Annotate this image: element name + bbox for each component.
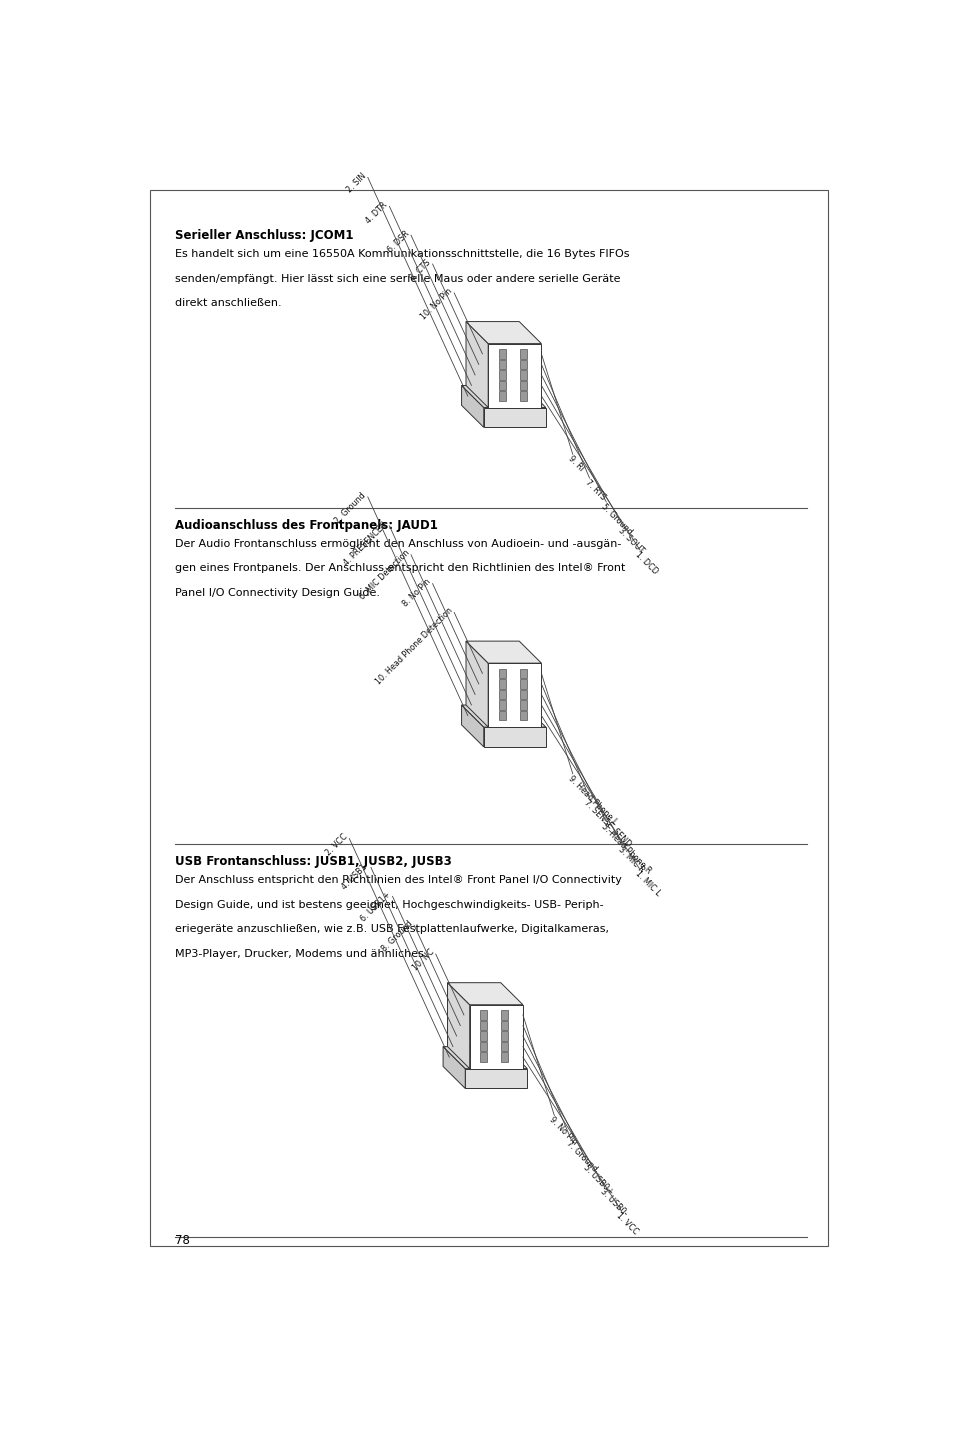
Text: 3. MIC R: 3. MIC R xyxy=(616,846,645,874)
Text: 4. DTR: 4. DTR xyxy=(364,200,389,225)
Bar xyxy=(519,690,526,700)
Bar xyxy=(498,690,505,700)
Bar xyxy=(498,391,505,401)
Polygon shape xyxy=(488,343,541,408)
Polygon shape xyxy=(465,322,488,408)
Text: 2. Ground: 2. Ground xyxy=(333,491,368,525)
Bar xyxy=(519,668,526,678)
Polygon shape xyxy=(465,641,541,663)
Polygon shape xyxy=(461,385,545,408)
Bar xyxy=(479,1032,487,1040)
Polygon shape xyxy=(461,705,483,747)
Text: 10. No Pin: 10. No Pin xyxy=(419,286,454,322)
Polygon shape xyxy=(461,385,483,428)
Text: Der Anschluss entspricht den Richtlinien des Intel® Front Panel I/O Connectivity: Der Anschluss entspricht den Richtlinien… xyxy=(174,874,621,884)
Text: senden/empfängt. Hier lässt sich eine serielle Maus oder andere serielle Geräte: senden/empfängt. Hier lässt sich eine se… xyxy=(174,273,619,283)
Polygon shape xyxy=(442,1046,527,1069)
Bar xyxy=(500,1032,508,1040)
Polygon shape xyxy=(447,983,522,1005)
Text: Panel I/O Connectivity Design Guide.: Panel I/O Connectivity Design Guide. xyxy=(174,588,379,598)
Text: 1. DCD: 1. DCD xyxy=(633,550,659,575)
Bar xyxy=(519,381,526,391)
Text: 5. Head Phone R: 5. Head Phone R xyxy=(599,821,653,874)
Polygon shape xyxy=(461,705,545,727)
Polygon shape xyxy=(483,408,545,428)
Polygon shape xyxy=(465,641,488,727)
Bar xyxy=(519,391,526,401)
Bar xyxy=(519,359,526,369)
Text: eriegeräte anzuschließen, wie z.B. USB Festplattenlaufwerke, Digitalkameras,: eriegeräte anzuschließen, wie z.B. USB F… xyxy=(174,924,608,934)
Text: 9. Head Phone L: 9. Head Phone L xyxy=(566,774,618,826)
Text: 3. SOUT: 3. SOUT xyxy=(616,527,645,555)
Text: Design Guide, und ist bestens geeignet, Hochgeschwindigkeits- USB- Periph-: Design Guide, und ist bestens geeignet, … xyxy=(174,900,602,910)
Polygon shape xyxy=(469,1005,522,1069)
Text: USB Frontanschluss: JUSB1, JUSB2, JUSB3: USB Frontanschluss: JUSB1, JUSB2, JUSB3 xyxy=(174,854,451,867)
Polygon shape xyxy=(442,1046,465,1089)
Polygon shape xyxy=(488,663,541,727)
Text: MP3-Player, Drucker, Modems und ähnliches.: MP3-Player, Drucker, Modems und ähnliche… xyxy=(174,949,427,959)
Text: 78: 78 xyxy=(174,1234,190,1248)
Text: 8. No Pin: 8. No Pin xyxy=(401,577,432,608)
Bar xyxy=(519,700,526,710)
Bar xyxy=(498,668,505,678)
Bar xyxy=(498,711,505,720)
Text: Audioanschluss des Frontpanels: JAUD1: Audioanschluss des Frontpanels: JAUD1 xyxy=(174,519,437,532)
Bar xyxy=(500,1020,508,1030)
Text: 2. VCC: 2. VCC xyxy=(324,833,349,857)
Bar xyxy=(498,381,505,391)
Bar xyxy=(479,1052,487,1062)
Text: 8. CTS: 8. CTS xyxy=(408,258,432,282)
Bar xyxy=(519,711,526,720)
Text: gen eines Frontpanels. Der Anschluss entspricht den Richtlinien des Intel® Front: gen eines Frontpanels. Der Anschluss ent… xyxy=(174,564,624,574)
Text: 6. USB1+: 6. USB1+ xyxy=(358,890,392,923)
Text: 5. USB0+: 5. USB0+ xyxy=(581,1163,615,1196)
Text: 5. Ground: 5. Ground xyxy=(599,502,634,537)
Bar xyxy=(500,1042,508,1052)
Text: 4. PRESENCE#: 4. PRESENCE# xyxy=(341,519,389,567)
Text: 4. USB1-: 4. USB1- xyxy=(340,861,371,892)
Text: 10. Head Phone Detection: 10. Head Phone Detection xyxy=(374,607,454,687)
Text: 10. NC: 10. NC xyxy=(410,947,436,973)
Bar xyxy=(500,1052,508,1062)
Text: 7. RTS: 7. RTS xyxy=(582,478,606,502)
Polygon shape xyxy=(465,322,541,343)
Bar xyxy=(479,1010,487,1020)
Bar xyxy=(498,359,505,369)
Text: 1. VCC: 1. VCC xyxy=(615,1211,639,1236)
Text: 2. SIN: 2. SIN xyxy=(345,172,368,195)
Bar xyxy=(479,1042,487,1052)
Text: 1. MIC L: 1. MIC L xyxy=(633,870,661,899)
Text: 6. MIC Detection: 6. MIC Detection xyxy=(357,548,411,601)
Bar xyxy=(498,700,505,710)
Bar xyxy=(519,371,526,379)
Bar xyxy=(498,680,505,688)
Bar xyxy=(498,371,505,379)
Bar xyxy=(479,1020,487,1030)
Polygon shape xyxy=(483,727,545,747)
Polygon shape xyxy=(447,983,469,1069)
Bar xyxy=(498,349,505,359)
Text: 9. No Pin: 9. No Pin xyxy=(547,1115,578,1146)
Text: 8. Ground: 8. Ground xyxy=(379,919,414,953)
Text: 6. DSR: 6. DSR xyxy=(385,229,411,255)
Polygon shape xyxy=(465,1069,527,1089)
Text: 3. USB0-: 3. USB0- xyxy=(598,1188,628,1218)
Bar xyxy=(500,1010,508,1020)
Text: 9. RI: 9. RI xyxy=(566,454,585,474)
Text: 7. SENSE_SEND: 7. SENSE_SEND xyxy=(582,797,633,849)
Text: direkt anschließen.: direkt anschließen. xyxy=(174,299,281,309)
Text: 7. Ground: 7. Ground xyxy=(564,1139,598,1173)
Text: Der Audio Frontanschluss ermöglicht den Anschluss von Audioein- und -ausgän-: Der Audio Frontanschluss ermöglicht den … xyxy=(174,538,620,548)
Text: Es handelt sich um eine 16550A Kommunikationsschnittstelle, die 16 Bytes FIFOs: Es handelt sich um eine 16550A Kommunika… xyxy=(174,249,629,259)
Text: Serieller Anschluss: JCOM1: Serieller Anschluss: JCOM1 xyxy=(174,229,353,242)
Bar xyxy=(519,349,526,359)
Bar xyxy=(519,680,526,688)
